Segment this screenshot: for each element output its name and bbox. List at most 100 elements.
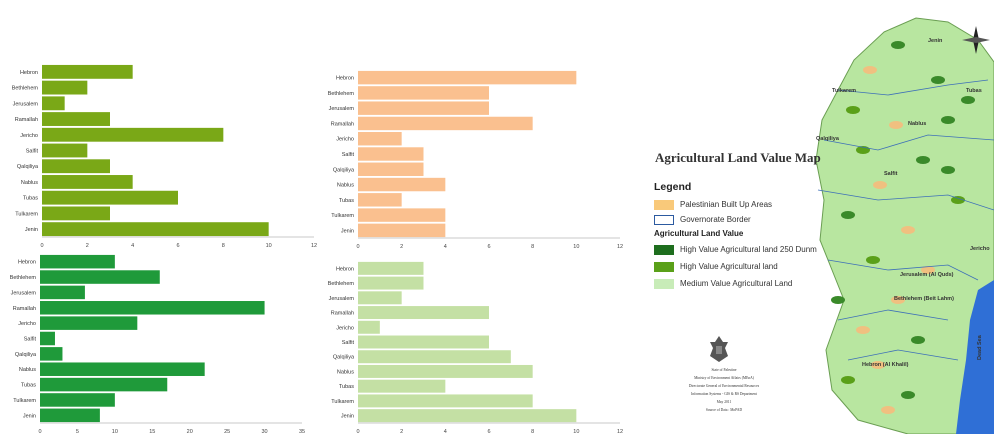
bar [40, 285, 85, 300]
category-label: Ramallah [331, 311, 354, 317]
map-patch [841, 211, 855, 219]
legend-label: High Value Agricultural land 250 Dunm [680, 245, 817, 254]
map-patch [911, 336, 925, 344]
map-patch [846, 106, 860, 114]
bar [358, 116, 533, 131]
category-label: Jerusalem [329, 296, 355, 302]
x-tick-label: 6 [487, 244, 490, 250]
x-tick-label: 10 [112, 429, 118, 434]
category-label: Bethlehem [12, 86, 39, 92]
bar [42, 175, 133, 189]
x-tick-label: 15 [149, 429, 155, 434]
category-label: Bethlehem [328, 281, 355, 287]
bar [40, 270, 160, 284]
x-tick-label: 0 [38, 429, 41, 434]
x-tick-label: 8 [531, 244, 534, 250]
category-label: Jerusalem [11, 290, 37, 296]
map-city-label: Tulkarem [832, 88, 856, 94]
category-label: Jericho [20, 133, 38, 139]
governorate-border [837, 79, 989, 96]
category-label: Salfit [26, 149, 39, 155]
x-tick-label: 2 [400, 244, 403, 250]
map-patch [961, 96, 975, 104]
dead-sea [956, 280, 994, 434]
map-patch [866, 256, 880, 264]
category-label: Salfit [24, 337, 37, 343]
category-label: Jericho [18, 321, 36, 327]
bar [358, 350, 511, 364]
bar [358, 276, 424, 290]
legend-subheading: Agricultural Land Value [654, 229, 744, 238]
map-city-label: Tubas [966, 88, 982, 94]
governorate-border [817, 189, 994, 211]
bar [358, 70, 577, 85]
governorate-border [837, 309, 949, 321]
map-patch [841, 376, 855, 384]
footer-line: Ministry of Environment Affairs (MEnA) [694, 376, 754, 380]
legend-item-medium-value: Medium Value Agricultural Land [654, 278, 792, 289]
map-city-label: Bethlehem (Beit Lahm) [894, 296, 954, 302]
x-tick-label: 25 [224, 429, 230, 434]
category-label: Tubas [23, 196, 38, 202]
legend-label: Palestinian Built Up Areas [680, 200, 773, 209]
palestine-emblem-icon [710, 336, 728, 362]
bar [42, 80, 88, 95]
bar [42, 190, 178, 205]
x-tick-label: 4 [444, 244, 447, 250]
legend-label: Medium Value Agricultural Land [680, 279, 793, 288]
category-label: Qalqiliya [17, 164, 39, 170]
category-label: Nablus [21, 180, 38, 186]
map-patch [889, 121, 903, 129]
legend-label: Governorate Border [680, 215, 751, 224]
category-label: Tubas [339, 198, 354, 204]
legend-swatch [654, 199, 674, 210]
bar [358, 409, 577, 423]
category-label: Tulkarem [331, 213, 354, 219]
legend-swatch [654, 261, 674, 272]
bar [358, 101, 489, 115]
bar [40, 331, 55, 346]
x-tick-label: 10 [573, 244, 579, 250]
x-tick-label: 10 [266, 243, 272, 249]
map-patch [856, 326, 870, 334]
legend-item-governorate-border: Governorate Border [654, 214, 751, 225]
category-label: Hebron [336, 266, 354, 272]
map-patch [941, 116, 955, 124]
bar [42, 143, 88, 158]
x-tick-label: 30 [262, 429, 268, 434]
footer-line: Information Systems - GIS & RS Departmen… [691, 392, 757, 396]
footer-line: Directorate General of Environmental Res… [688, 384, 760, 388]
legend-item-high-value-250: High Value Agricultural land 250 Dunm [654, 244, 817, 255]
legend-swatch [654, 214, 674, 225]
map-patch [901, 226, 915, 234]
map-patch [873, 181, 887, 189]
bar [40, 362, 205, 376]
bar [42, 112, 110, 126]
legend-heading: Legend [654, 181, 692, 193]
bar [40, 393, 115, 407]
map-patch [916, 156, 930, 164]
map-patch [891, 41, 905, 49]
bar [358, 379, 446, 393]
category-label: Tulkarem [13, 398, 36, 404]
x-tick-label: 0 [40, 243, 43, 249]
map-patch [941, 166, 955, 174]
bar [358, 261, 424, 275]
bar [42, 64, 133, 79]
bar [358, 177, 446, 192]
x-tick-label: 2 [400, 429, 403, 434]
category-label: Nablus [337, 183, 354, 189]
category-label: Jenin [23, 413, 36, 419]
category-label: Ramallah [331, 121, 354, 127]
category-label: Ramallah [13, 306, 36, 312]
north-arrow-icon [962, 26, 990, 54]
map-city-label: Qalqiliya [816, 136, 840, 142]
map-patch [901, 391, 915, 399]
bar [42, 159, 110, 174]
legend-label: High Value Agricultural land [680, 262, 778, 271]
map-title: Agricultural Land Value Map [655, 150, 821, 165]
bar [358, 208, 446, 222]
x-tick-label: 8 [222, 243, 225, 249]
x-tick-label: 0 [356, 244, 359, 250]
category-label: Qalqiliya [333, 167, 355, 173]
